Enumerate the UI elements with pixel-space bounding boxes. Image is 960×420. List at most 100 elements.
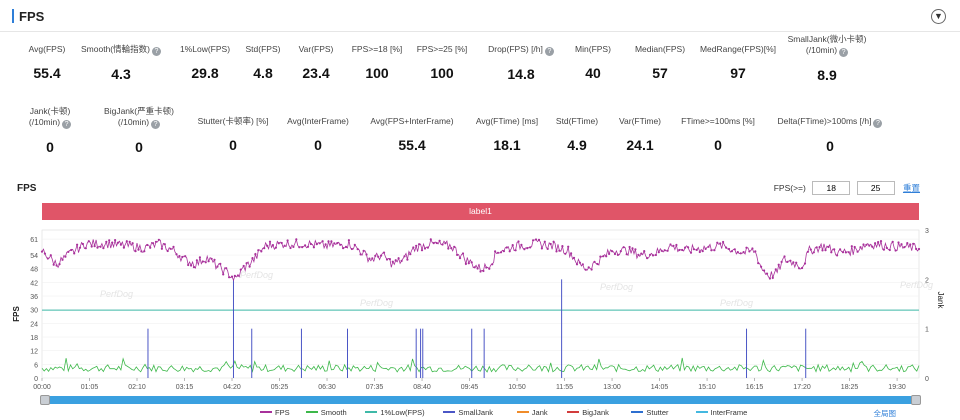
fps-point — [771, 276, 774, 279]
fps-point — [736, 251, 739, 254]
y-right-tick-label: 1 — [925, 327, 929, 334]
fps-point — [456, 253, 459, 256]
legend-item-smooth[interactable]: Smooth — [305, 408, 347, 417]
metric-label-unit: (/10min)? — [79, 117, 199, 129]
fps-point — [441, 243, 444, 246]
metric-label: Stutter(卡顿率) [%] — [197, 116, 269, 126]
fps-point — [438, 239, 441, 242]
fps-point — [727, 247, 731, 251]
fps-point — [140, 250, 143, 253]
y-tick-label: 48 — [30, 267, 38, 274]
fps-point — [663, 249, 666, 252]
label-bar[interactable]: label1 — [42, 203, 919, 220]
legend-item-stutter[interactable]: Stutter — [631, 408, 668, 417]
legend-item-1-low-fps-[interactable]: 1%Low(FPS) — [365, 408, 425, 417]
legend-swatch — [443, 411, 456, 413]
x-tick-label: 11:55 — [556, 384, 573, 391]
fps-point — [853, 245, 856, 249]
fps-point — [488, 267, 491, 270]
x-tick-label: 17:20 — [793, 384, 811, 391]
fps-point — [429, 238, 432, 241]
fps-point — [704, 247, 707, 250]
fps-point — [719, 242, 722, 245]
scrollbar-left-handle[interactable] — [40, 395, 50, 405]
help-icon[interactable]: ? — [544, 47, 554, 56]
threshold2-input[interactable] — [856, 181, 895, 195]
metric-r2-1: BigJank(严重卡顿) (/10min)? 0 — [79, 106, 199, 155]
legend-item-fps[interactable]: FPS — [260, 408, 290, 417]
fps-point — [628, 245, 631, 249]
x-tick-label: 09:45 — [461, 384, 479, 391]
fps-point — [336, 242, 339, 245]
legend-item-interframe[interactable]: InterFrame — [695, 408, 747, 417]
metric-label: FTime>=100ms [%] — [681, 116, 755, 126]
fps-point — [397, 257, 400, 260]
fps-point — [444, 242, 447, 245]
legend-label: FPS — [275, 408, 290, 417]
fps-point — [178, 255, 181, 258]
reset-link[interactable]: 重置 — [902, 183, 920, 193]
fps-point — [894, 249, 897, 252]
fps-point — [730, 250, 734, 253]
help-icon[interactable]: ? — [151, 120, 161, 129]
y-right-tick-label: 0 — [925, 376, 929, 383]
fps-point — [143, 250, 146, 253]
x-tick-label: 13:00 — [603, 384, 621, 391]
fps-point — [70, 248, 73, 252]
legend-item-smalljank[interactable]: SmallJank — [443, 408, 493, 417]
y-tick-label: 0 — [34, 376, 38, 383]
fps-point — [649, 253, 652, 256]
fps-point — [844, 251, 848, 254]
fps-point — [134, 250, 137, 253]
x-tick-label: 04:20 — [223, 384, 241, 391]
fps-point — [684, 246, 687, 249]
y-tick-label: 54 — [30, 253, 38, 260]
metric-r1-7: Drop(FPS) [/h]? 14.8 — [461, 44, 581, 82]
fps-point — [295, 238, 298, 241]
chevron-down-icon[interactable]: ▼ — [931, 9, 946, 24]
metric-r1-11: SmallJank(微小卡顿) (/10min)? 8.9 — [767, 34, 887, 83]
metric-value: 23.4 — [302, 65, 330, 81]
fps-point — [286, 239, 289, 242]
threshold1-input[interactable] — [812, 181, 851, 195]
zoom-link[interactable]: 全局图 — [873, 409, 897, 418]
help-icon[interactable]: ? — [62, 120, 72, 129]
y-tick-label: 24 — [30, 321, 38, 328]
fps-point — [268, 240, 272, 243]
metric-r1-9: Median(FPS) 57 — [600, 44, 720, 81]
legend-swatch — [365, 411, 378, 413]
fps-point — [666, 249, 669, 252]
fps-point — [219, 262, 222, 265]
fps-point — [116, 241, 120, 244]
fps-point — [222, 273, 225, 276]
help-icon[interactable]: ? — [873, 119, 883, 128]
fps-point — [587, 266, 590, 269]
time-scrollbar[interactable] — [40, 395, 921, 405]
metric-label: Avg(FTime) [ms] — [475, 116, 539, 126]
x-tick-label: 14:05 — [651, 384, 669, 391]
fps-point — [204, 261, 207, 264]
fps-point — [681, 248, 684, 252]
y-tick-label: 36 — [30, 294, 38, 301]
metric-label: Smooth(情輪指数)? — [61, 44, 181, 56]
metric-label: Std(FPS) — [245, 44, 281, 54]
help-icon[interactable]: ? — [151, 47, 161, 56]
help-icon[interactable]: ? — [839, 48, 849, 57]
fps-point — [780, 260, 783, 263]
scrollbar-right-handle[interactable] — [911, 395, 921, 405]
legend-item-jank[interactable]: Jank — [516, 408, 548, 417]
fps-point — [678, 248, 681, 252]
fps-point — [420, 249, 424, 252]
metric-r2-7: Var(FTime) 24.1 — [580, 116, 700, 153]
fps-point — [128, 240, 131, 243]
fps-point — [733, 248, 736, 251]
series-smooth-line — [41, 357, 920, 373]
x-tick-label: 19:30 — [888, 384, 906, 391]
fps-point — [570, 252, 573, 255]
legend-item-bigjank[interactable]: BigJank — [567, 408, 609, 417]
watermark: PerfDog — [100, 289, 133, 299]
metric-value: 55.4 — [33, 65, 61, 81]
fps-point — [540, 247, 544, 250]
metric-r1-6: FPS>=25 [%] 100 — [382, 44, 502, 81]
